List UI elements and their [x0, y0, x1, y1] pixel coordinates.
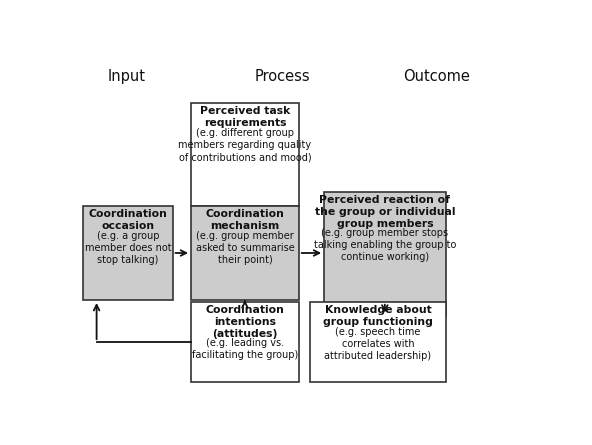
Bar	[191, 103, 299, 206]
Text: (e.g. a group
member does not
stop talking): (e.g. a group member does not stop talki…	[85, 231, 171, 265]
Text: Coordination
intentions
(attitudes): Coordination intentions (attitudes)	[205, 304, 284, 339]
Text: Outcome: Outcome	[403, 69, 470, 84]
Text: (e.g. speech time
correlates with
attributed leadership): (e.g. speech time correlates with attrib…	[324, 327, 432, 361]
Text: (e.g. group member
asked to summarise
their point): (e.g. group member asked to summarise th…	[195, 231, 294, 265]
Bar	[324, 192, 446, 316]
Text: Coordination
occasion: Coordination occasion	[88, 209, 168, 231]
Bar	[191, 302, 299, 382]
Text: (e.g. different group
members regarding quality
of contributions and mood): (e.g. different group members regarding …	[178, 129, 311, 162]
Bar	[83, 206, 173, 300]
Text: Knowledge about
group functioning: Knowledge about group functioning	[323, 304, 433, 327]
Text: (e.g. leading vs.
facilitating the group): (e.g. leading vs. facilitating the group…	[192, 338, 298, 360]
Text: (e.g. group member stops
talking enabling the group to
continue working): (e.g. group member stops talking enablin…	[314, 228, 456, 262]
Text: Process: Process	[255, 69, 311, 84]
Text: Perceived reaction of
the group or individual
group members: Perceived reaction of the group or indiv…	[314, 195, 455, 229]
Text: Perceived task
requirements: Perceived task requirements	[200, 106, 290, 128]
Text: Coordination
mechanism: Coordination mechanism	[205, 209, 284, 231]
Bar	[310, 302, 446, 382]
Text: Input: Input	[108, 69, 146, 84]
Bar	[191, 206, 299, 300]
